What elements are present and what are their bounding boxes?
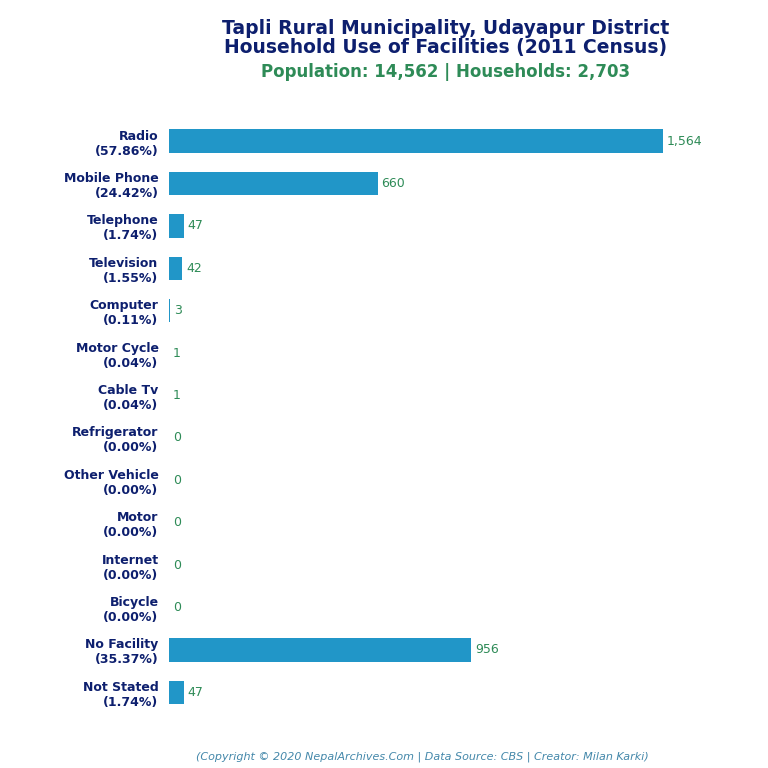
Text: 42: 42 — [186, 262, 202, 275]
Text: 0: 0 — [173, 601, 180, 614]
Text: Population: 14,562 | Households: 2,703: Population: 14,562 | Households: 2,703 — [261, 63, 630, 81]
Bar — [169, 172, 378, 195]
Bar — [169, 299, 170, 323]
Text: Tapli Rural Municipality, Udayapur District: Tapli Rural Municipality, Udayapur Distr… — [222, 19, 669, 38]
Bar — [169, 257, 182, 280]
Text: 1: 1 — [173, 389, 181, 402]
Text: 47: 47 — [187, 686, 204, 699]
Text: 0: 0 — [173, 516, 180, 529]
Text: (Copyright © 2020 NepalArchives.Com | Data Source: CBS | Creator: Milan Karki): (Copyright © 2020 NepalArchives.Com | Da… — [196, 751, 649, 762]
Bar — [169, 680, 184, 704]
Text: 0: 0 — [173, 558, 180, 571]
Bar — [169, 129, 663, 153]
Text: 1,564: 1,564 — [667, 134, 703, 147]
Text: 0: 0 — [173, 432, 180, 445]
Text: 47: 47 — [187, 220, 204, 233]
Bar — [169, 638, 471, 661]
Text: 1: 1 — [173, 346, 181, 359]
Text: 956: 956 — [475, 644, 498, 657]
Text: Household Use of Facilities (2011 Census): Household Use of Facilities (2011 Census… — [224, 38, 667, 58]
Text: 3: 3 — [174, 304, 181, 317]
Bar — [169, 214, 184, 237]
Text: 660: 660 — [381, 177, 405, 190]
Text: 0: 0 — [173, 474, 180, 487]
